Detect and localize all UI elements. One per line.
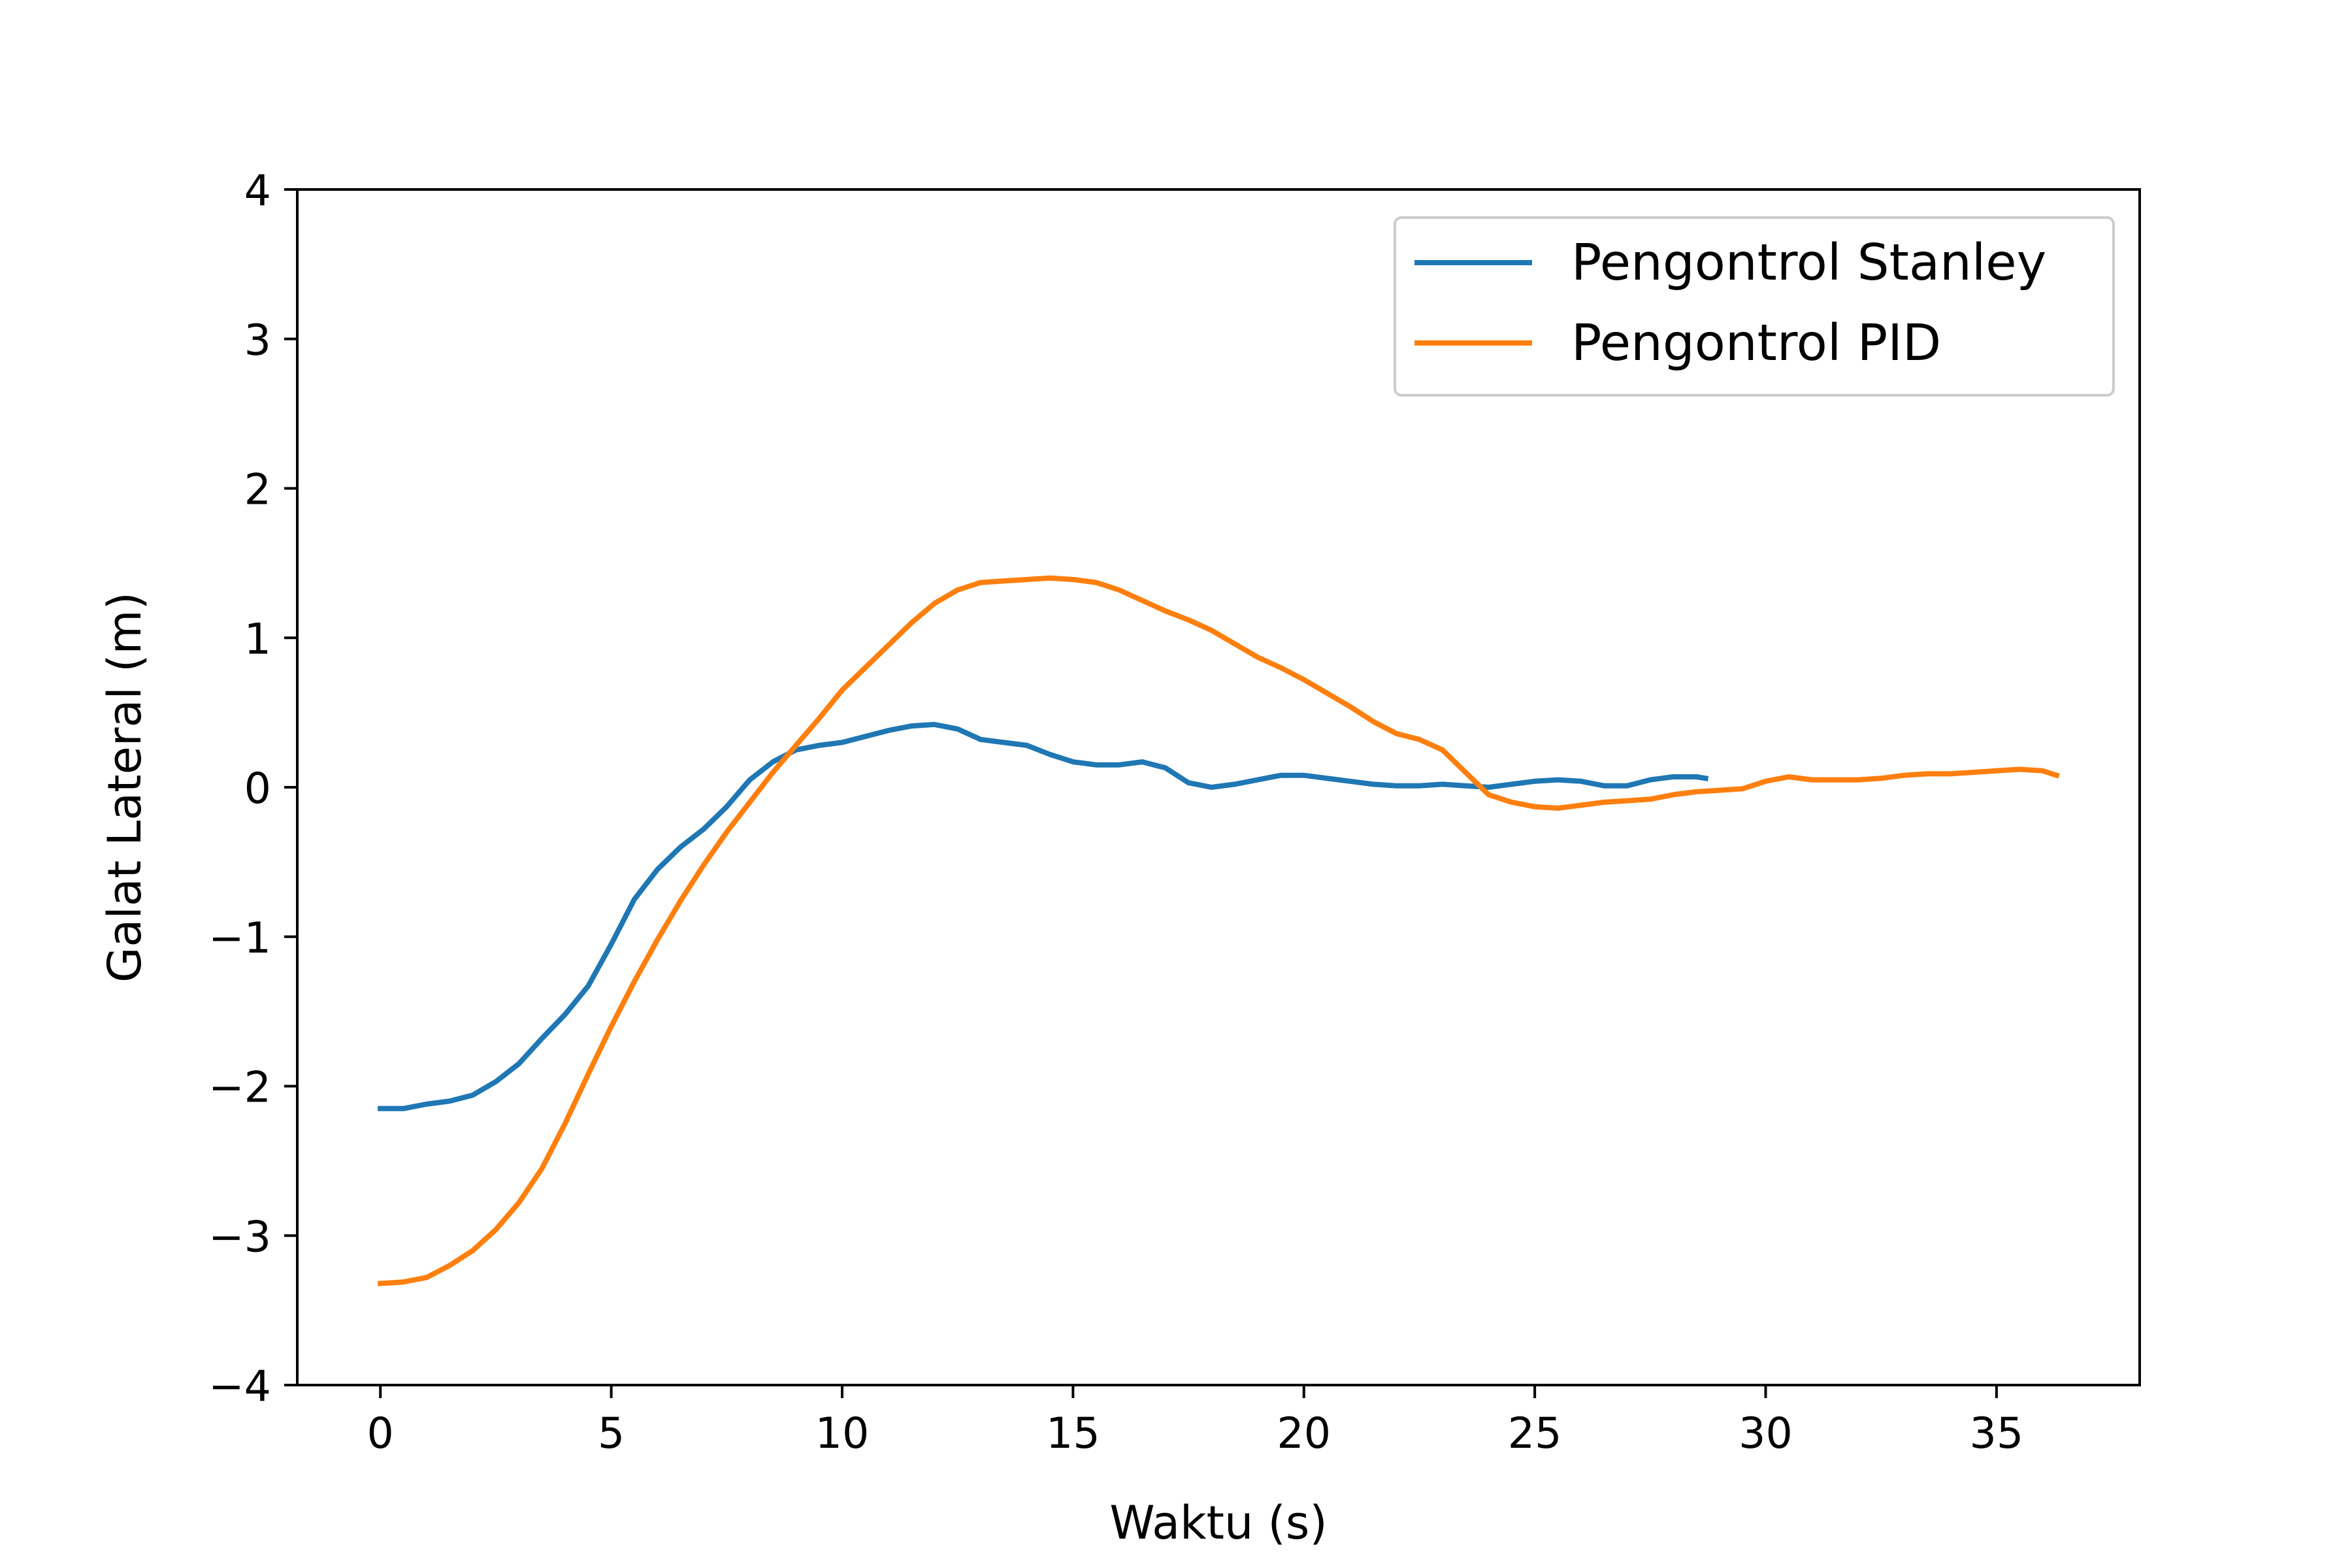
- y-tick-label: 0: [244, 764, 271, 813]
- y-axis-label: Galat Lateral (m): [98, 592, 152, 983]
- x-axis-label: Waktu (s): [1109, 1496, 1327, 1550]
- x-tick-label: 0: [367, 1409, 394, 1458]
- x-tick-label: 20: [1277, 1409, 1331, 1458]
- x-tick-label: 10: [815, 1409, 870, 1458]
- legend: Pengontrol Stanley Pengontrol PID: [1394, 216, 2115, 397]
- y-tick-label: 2: [244, 466, 271, 515]
- x-tick-label: 30: [1739, 1409, 1793, 1458]
- series-line-1: [377, 575, 2060, 1286]
- x-tick-label: 15: [1046, 1409, 1100, 1458]
- legend-frame: [1394, 216, 2115, 397]
- legend-label-stanley: Pengontrol Stanley: [1571, 234, 2046, 292]
- y-tick-label: 3: [244, 316, 271, 365]
- series-layer: [377, 575, 2060, 1286]
- y-axis: −4 −3 −2 −1 0 1 2 3 4: [208, 167, 297, 1411]
- y-tick-label: −1: [208, 914, 271, 963]
- y-tick-label: −4: [208, 1362, 271, 1411]
- x-tick-label: 35: [1970, 1409, 2024, 1458]
- series-line-0: [378, 721, 1709, 1111]
- legend-label-pid: Pengontrol PID: [1571, 314, 1941, 372]
- y-tick-label: −3: [208, 1213, 271, 1262]
- x-axis: 0 5 10 15 20 25 30 35: [367, 1385, 2024, 1458]
- y-tick-label: 4: [244, 167, 271, 216]
- y-tick-label: 1: [244, 615, 271, 664]
- y-tick-label: −2: [208, 1064, 271, 1113]
- x-tick-label: 25: [1508, 1409, 1562, 1458]
- x-tick-label: 5: [598, 1409, 625, 1458]
